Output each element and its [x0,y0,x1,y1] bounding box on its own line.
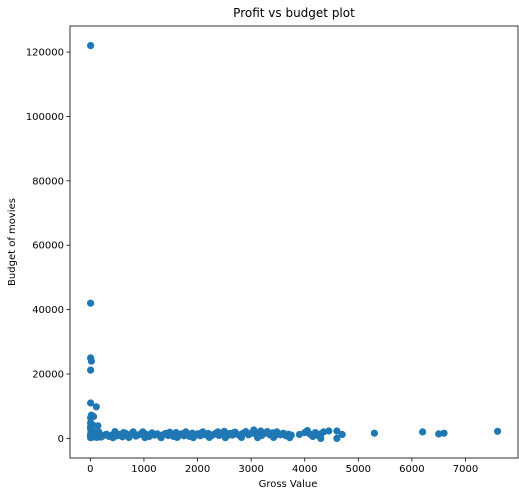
scatter-point [125,433,133,441]
scatter-point [254,434,262,442]
scatter-point [111,428,119,436]
x-tick-label: 0 [87,464,93,475]
x-tick-label: 1000 [131,464,156,475]
y-axis-ticks: 0 20000 40000 60000 80000 100000 120000 [26,48,70,445]
scatter-point [92,403,100,411]
x-tick-label: 7000 [453,464,478,475]
y-tick-label: 60000 [32,241,64,252]
scatter-point [94,422,102,430]
x-tick-label: 4000 [292,464,317,475]
scatter-point [319,428,328,436]
x-axis-ticks: 0 1000 2000 3000 4000 5000 6000 7000 [87,458,478,475]
y-axis-label: Budget of movies [7,198,18,286]
scatter-point [95,428,103,436]
scatter-point [87,357,95,365]
y-tick-label: 100000 [26,112,64,123]
scatter-point [494,427,502,435]
scatter-point [370,429,378,437]
scatter-point [440,429,448,437]
x-tick-label: 5000 [346,464,371,475]
x-tick-label: 3000 [238,464,263,475]
scatter-point [214,428,222,436]
scatter-point [270,433,278,441]
scatter-point [325,427,333,435]
scatter-point [221,434,229,442]
scatter-point [87,299,95,307]
scatter-point [87,399,95,407]
scatter-point [333,434,341,442]
scatter-point [205,433,213,441]
plot-area [69,25,519,459]
scatter-point [237,433,246,441]
y-tick-label: 40000 [32,305,64,316]
scatter-point [257,427,265,435]
scatter-point [338,430,346,439]
scatter-point [419,428,427,436]
scatter-point [189,434,197,442]
x-axis-label: Gross Value [259,479,318,490]
data-points [87,42,502,442]
scatter-point [273,428,281,436]
scatter-point [286,434,294,442]
scatter-point [120,429,128,437]
scatter-point [435,430,443,438]
y-tick-label: 20000 [32,369,64,380]
scatter-point [166,428,174,436]
scatter-point [139,428,147,436]
scatter-point [317,434,325,442]
scatter-point [87,414,95,422]
scatter-point [87,42,95,50]
y-tick-label: 0 [58,434,64,445]
scatter-point [109,434,117,442]
scatter-point [198,429,206,437]
scatter-point [157,434,165,442]
x-tick-label: 6000 [399,464,424,475]
scatter-point [87,366,95,374]
x-tick-label: 2000 [185,464,210,475]
scatter-point [333,427,341,435]
y-tick-label: 80000 [32,176,64,187]
scatter-point [230,429,238,437]
scatter-point [182,428,190,436]
chart-title: Profit vs budget plot [233,6,355,20]
y-tick-label: 120000 [26,48,64,59]
scatter-point [141,434,149,442]
scatter-point [173,433,181,441]
